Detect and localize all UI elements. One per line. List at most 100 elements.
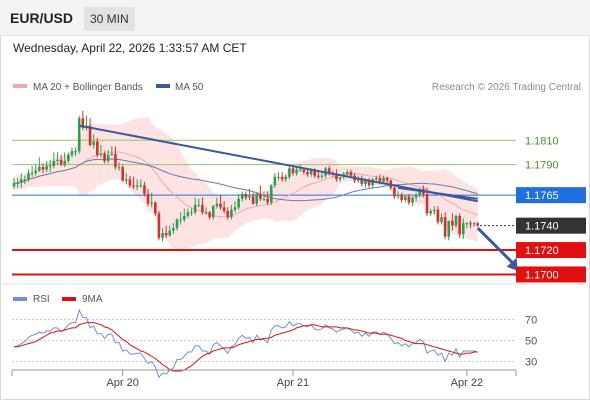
- candle-body: [179, 219, 182, 221]
- candle: [215, 197, 219, 209]
- candle: [306, 169, 309, 177]
- candle-body: [280, 176, 284, 180]
- rsi-tick-label: 30: [525, 357, 537, 369]
- candle: [222, 201, 226, 214]
- candle-body: [277, 176, 280, 178]
- ma20-legend-swatch: [13, 84, 27, 88]
- candle-body: [56, 159, 59, 161]
- candle-body: [77, 118, 81, 152]
- candle-body: [327, 168, 331, 174]
- candle-body: [313, 169, 317, 176]
- candle: [458, 213, 461, 238]
- candle-body: [125, 179, 128, 181]
- candle-body: [266, 198, 269, 203]
- candle: [179, 212, 182, 225]
- candle: [385, 176, 389, 183]
- timeframe-button[interactable]: 30 MIN: [84, 7, 135, 31]
- candle: [259, 185, 262, 202]
- support-label: 1.1720: [525, 245, 559, 257]
- candle-body: [99, 153, 103, 155]
- bollinger-bands: [14, 116, 478, 251]
- candle-body: [273, 176, 277, 186]
- candle-body: [382, 178, 385, 182]
- candle: [255, 192, 259, 207]
- x-axis: Apr 20 Apr 21 Apr 22: [11, 370, 517, 389]
- candle-body: [335, 174, 338, 180]
- support-tag: [516, 242, 586, 259]
- candle-body: [143, 185, 146, 194]
- candle: [295, 167, 298, 176]
- candle-body: [403, 196, 407, 201]
- candle-body: [360, 178, 364, 185]
- candle: [291, 165, 295, 176]
- candle-body: [472, 223, 476, 225]
- candle-body: [393, 187, 396, 197]
- candle: [52, 152, 56, 169]
- candle: [237, 193, 240, 210]
- candle: [153, 201, 157, 216]
- candle: [132, 176, 135, 190]
- candle: [447, 220, 451, 241]
- candle: [197, 198, 201, 208]
- candle-body: [161, 232, 164, 238]
- candle: [266, 191, 269, 205]
- candle-body: [59, 159, 63, 165]
- candle-body: [233, 207, 237, 210]
- candle-body: [168, 230, 172, 236]
- candle-body: [414, 195, 418, 198]
- candle-body: [117, 167, 121, 169]
- candle: [432, 206, 436, 215]
- candle-body: [190, 212, 193, 214]
- candle-body: [425, 193, 429, 214]
- candle: [88, 118, 92, 147]
- ma20-line: [14, 151, 478, 218]
- candle: [201, 197, 204, 215]
- candle: [45, 161, 48, 172]
- candle-body: [27, 173, 30, 180]
- candle: [139, 179, 143, 188]
- candle-body: [70, 151, 74, 155]
- candle-body: [63, 161, 67, 165]
- candle-body: [396, 195, 400, 197]
- resistance-label: 1.1790: [525, 160, 559, 172]
- candle: [414, 192, 418, 202]
- candle: [248, 189, 251, 201]
- candle-body: [48, 165, 52, 167]
- candle: [63, 152, 67, 168]
- candle: [34, 164, 38, 176]
- candle: [81, 110, 85, 131]
- candle-body: [103, 153, 106, 161]
- candle-body: [447, 220, 451, 237]
- candle: [280, 171, 284, 182]
- rsi-legend-swatch: [13, 297, 27, 301]
- candle-body: [23, 179, 27, 181]
- candle: [429, 208, 432, 216]
- rsi-tick-label: 70: [525, 315, 537, 327]
- candle: [121, 164, 124, 182]
- candle-body: [128, 179, 132, 186]
- x-tick-label: Apr 22: [451, 377, 483, 389]
- candle: [407, 193, 411, 205]
- candle-body: [461, 223, 465, 235]
- candle: [164, 225, 168, 238]
- candle: [92, 134, 96, 149]
- candle: [469, 220, 472, 229]
- candle-body: [400, 195, 403, 201]
- top-bar: EUR/USD 30 MIN: [0, 0, 590, 36]
- candle: [226, 207, 230, 220]
- candle-body: [302, 169, 306, 172]
- candle: [77, 115, 81, 154]
- candle: [190, 208, 193, 216]
- candle: [375, 175, 378, 182]
- rsi-tick-label: 50: [525, 336, 537, 348]
- candle: [38, 157, 41, 172]
- rsi-ma-line: [14, 322, 478, 372]
- candle: [396, 191, 400, 199]
- candle: [335, 169, 338, 182]
- candle: [440, 213, 443, 225]
- candle-body: [269, 185, 273, 203]
- candle-body: [204, 212, 208, 214]
- candle-body: [172, 228, 175, 231]
- candle: [403, 195, 407, 203]
